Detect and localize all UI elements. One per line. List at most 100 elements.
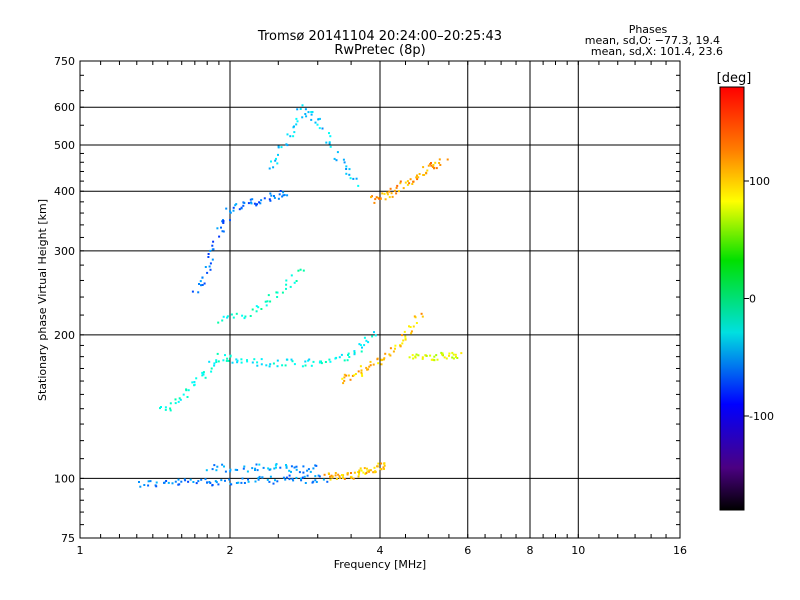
data-point — [280, 146, 283, 149]
data-point — [291, 360, 294, 363]
data-point — [397, 190, 400, 193]
data-point — [368, 469, 371, 472]
data-point — [306, 474, 309, 477]
data-point — [229, 470, 232, 473]
data-point — [295, 476, 298, 479]
data-point — [232, 206, 235, 209]
data-point — [206, 271, 209, 274]
data-point — [296, 108, 299, 111]
data-point — [269, 300, 272, 303]
data-point — [362, 471, 365, 474]
data-point — [205, 469, 208, 472]
data-point — [174, 480, 177, 483]
data-point — [314, 479, 317, 482]
data-point — [251, 198, 254, 201]
data-point — [238, 208, 241, 211]
data-point — [237, 481, 240, 484]
data-point — [328, 358, 331, 361]
data-point — [376, 465, 379, 468]
data-point — [226, 315, 229, 318]
data-point — [225, 207, 228, 210]
data-point — [353, 351, 356, 354]
data-point — [204, 266, 207, 268]
data-point — [279, 190, 282, 192]
data-point — [285, 464, 287, 466]
data-point — [348, 356, 351, 358]
x-tick-label: 16 — [673, 544, 687, 557]
y-tick-label: 500 — [54, 139, 75, 152]
data-point — [343, 373, 346, 376]
data-point — [289, 135, 292, 138]
data-point — [307, 468, 310, 471]
data-point — [430, 162, 432, 164]
data-point — [211, 248, 214, 251]
data-point — [199, 280, 202, 283]
data-point — [253, 358, 256, 361]
data-point — [276, 359, 279, 362]
data-point — [329, 475, 331, 478]
data-point — [331, 475, 334, 478]
data-point — [164, 406, 167, 409]
data-point — [380, 363, 383, 366]
data-point — [448, 352, 451, 355]
data-point — [222, 359, 225, 362]
data-point — [217, 360, 220, 363]
data-point — [200, 284, 202, 287]
data-point — [343, 376, 346, 379]
data-point — [358, 473, 360, 476]
data-point — [411, 183, 414, 185]
data-point — [139, 485, 142, 488]
data-point — [258, 463, 261, 466]
data-point — [367, 368, 370, 371]
data-point — [222, 230, 225, 233]
data-point — [329, 360, 332, 363]
data-point — [369, 360, 372, 363]
data-point — [295, 465, 298, 468]
data-point — [198, 283, 200, 285]
data-point — [426, 169, 429, 172]
data-point — [323, 473, 326, 476]
data-point — [201, 276, 204, 279]
data-point — [429, 354, 432, 357]
data-point — [374, 198, 377, 201]
data-point — [257, 477, 260, 480]
data-point — [451, 351, 454, 354]
data-point — [217, 483, 220, 486]
data-point — [353, 374, 356, 377]
data-point — [333, 157, 336, 160]
data-point — [336, 151, 339, 154]
data-point — [236, 361, 239, 364]
data-point — [263, 197, 266, 200]
data-point — [163, 481, 166, 484]
x-tick-label: 10 — [571, 544, 585, 557]
data-point — [249, 198, 252, 201]
data-point — [290, 470, 292, 473]
data-point — [410, 330, 413, 333]
data-point — [169, 409, 172, 412]
data-point — [229, 210, 231, 213]
data-point — [341, 476, 344, 479]
data-point — [225, 359, 228, 362]
data-point — [409, 178, 412, 181]
data-point — [177, 400, 180, 403]
data-point — [337, 473, 340, 476]
data-point — [406, 183, 409, 186]
data-point — [354, 373, 357, 375]
data-point — [276, 480, 279, 483]
data-point — [192, 481, 195, 483]
data-point — [270, 160, 272, 163]
data-point — [452, 353, 455, 356]
data-point — [389, 347, 392, 350]
data-point — [350, 477, 353, 479]
data-point — [347, 352, 350, 355]
data-point — [293, 281, 296, 284]
data-point — [228, 478, 231, 481]
data-point — [206, 481, 208, 484]
data-point — [395, 192, 398, 195]
data-point — [298, 471, 301, 474]
data-point — [421, 356, 424, 359]
data-point — [275, 466, 277, 469]
data-point — [276, 296, 279, 298]
data-point — [224, 470, 227, 473]
